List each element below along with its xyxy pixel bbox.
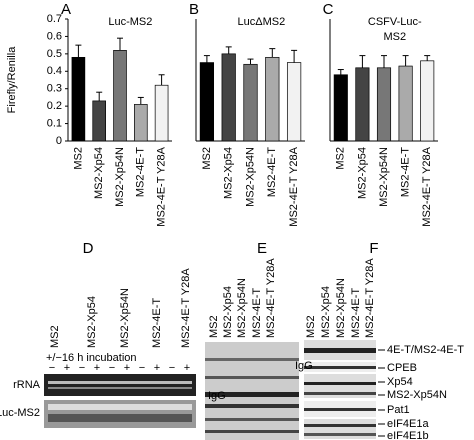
bar xyxy=(134,104,148,142)
sign: + xyxy=(64,362,70,374)
y-tick-label: 0.5 xyxy=(47,48,62,60)
band-name: eIF4E1a xyxy=(387,418,429,430)
bar xyxy=(199,62,215,142)
lane-label: MS2 xyxy=(305,315,317,338)
sign: − xyxy=(79,362,85,374)
lane-label: MS2-4E-T Y28A xyxy=(180,268,192,348)
bar xyxy=(355,67,370,142)
sign: − xyxy=(139,362,145,374)
lane-label: MS2-4E-T xyxy=(350,288,362,338)
gel-e xyxy=(205,342,299,440)
lane-label: MS2-4E-T Y28A xyxy=(364,258,376,338)
x-tick-label: MS2-4E-T Y28A xyxy=(288,146,300,226)
y-tick-label: 0.4 xyxy=(47,65,62,77)
incubation-label: +/−16 h incubation xyxy=(46,352,137,364)
x-tick-label: MS2-Xp54N xyxy=(244,147,256,207)
sign: − xyxy=(109,362,115,374)
band-name: MS2-Xp54N xyxy=(387,389,447,401)
lane-label: MS2-Xp54N xyxy=(119,288,131,348)
y-tick-label: 0.7 xyxy=(47,13,62,25)
y-tick-label: 0.1 xyxy=(47,117,62,129)
bar xyxy=(376,67,392,142)
x-tick-label: MS2-4E-T Y28A xyxy=(421,146,433,226)
x-tick-label: MS2-4E-T xyxy=(135,147,147,197)
bar xyxy=(333,74,348,142)
panel-letter: A xyxy=(61,1,71,18)
y-tick-label: 0.6 xyxy=(47,30,62,42)
band-label: IgG xyxy=(295,360,313,372)
sign: + xyxy=(94,362,100,374)
bar xyxy=(71,56,86,142)
panel-letter: E xyxy=(257,240,267,257)
y-tick-label: 0 xyxy=(56,135,62,147)
panel-letter: F xyxy=(369,240,378,257)
sign: − xyxy=(49,362,55,374)
x-tick-label: MS2 xyxy=(72,147,84,170)
panel-letter: D xyxy=(83,240,94,257)
sign: + xyxy=(124,362,130,374)
panel-letter: C xyxy=(323,1,334,18)
y-axis-label: Firefly/Renilla xyxy=(6,46,18,114)
x-tick-label: MS2-4E-T Y28A xyxy=(156,146,168,226)
lane-label: MS2 xyxy=(208,315,220,338)
band-name: Xp54 xyxy=(387,376,413,388)
bar xyxy=(92,100,106,142)
x-tick-label: MS2 xyxy=(201,147,213,170)
x-tick-label: MS2-Xp54 xyxy=(356,147,368,199)
band-name: eIF4E1b xyxy=(387,430,429,440)
bar xyxy=(113,50,127,142)
chart-title: LucΔMS2 xyxy=(238,16,286,28)
sign: + xyxy=(184,362,190,374)
chart-title: CSFV-Luc- xyxy=(368,16,422,28)
band-label: IgG xyxy=(208,390,226,402)
gel-f xyxy=(304,340,376,439)
lane-label: MS2-4E-T Y28A xyxy=(265,258,277,338)
x-tick-label: MS2-4E-T xyxy=(400,147,412,197)
sign: − xyxy=(169,362,175,374)
sign: + xyxy=(154,362,160,374)
bar xyxy=(154,84,169,142)
band-name: CPEB xyxy=(387,362,417,374)
lane-label: MS2-Xp54 xyxy=(320,286,332,338)
y-tick-label: 0.3 xyxy=(47,83,62,95)
lane-label: MS2-Xp54N xyxy=(335,278,347,338)
bar xyxy=(286,62,302,142)
x-tick-label: MS2-Xp54N xyxy=(378,147,390,207)
lane-label: MS2-Xp54 xyxy=(86,296,98,348)
gel-d xyxy=(44,374,196,428)
x-tick-label: MS2-4E-T xyxy=(266,147,278,197)
band-name: Pat1 xyxy=(387,404,410,416)
bar xyxy=(221,53,236,142)
lane-label: MS2 xyxy=(49,325,61,348)
bar xyxy=(420,60,435,142)
x-tick-label: MS2-Xp54 xyxy=(93,147,105,199)
lane-label: MS2-Xp54N xyxy=(236,278,248,338)
y-tick-label: 0.2 xyxy=(47,100,62,112)
panel-letter: B xyxy=(189,1,199,18)
x-tick-label: MS2-Xp54 xyxy=(223,147,235,199)
lane-label: MS2-4E-T xyxy=(151,298,163,348)
x-tick-label: MS2-Xp54N xyxy=(114,147,126,207)
chart-title: MS2 xyxy=(383,31,406,43)
row-label: ³³P-Luc-MS2 xyxy=(0,407,40,419)
x-tick-label: MS2 xyxy=(335,147,347,170)
lane-label: MS2-Xp54 xyxy=(222,286,234,338)
band-name: 4E-T/MS2-4E-T xyxy=(387,344,464,356)
lane-label: MS2-4E-T xyxy=(251,288,263,338)
row-label: rRNA xyxy=(13,379,41,391)
chart-title: Luc-MS2 xyxy=(108,16,152,28)
bar xyxy=(243,63,258,142)
bar xyxy=(398,65,413,142)
bar xyxy=(265,56,280,142)
